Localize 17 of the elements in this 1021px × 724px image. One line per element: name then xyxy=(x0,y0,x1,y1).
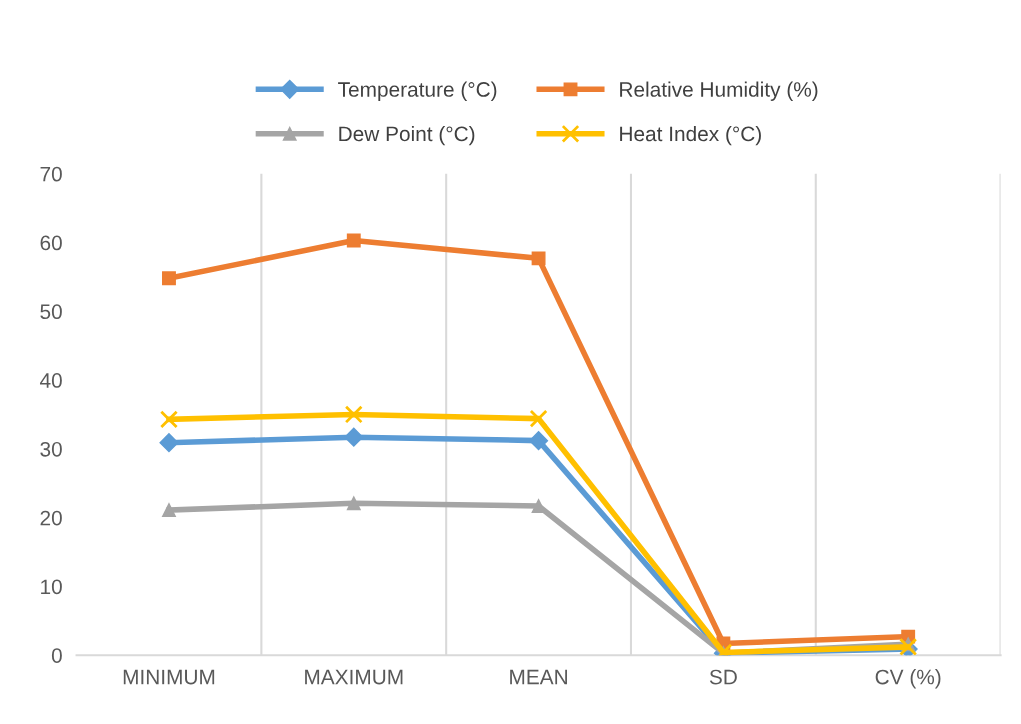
x-tick-label: CV (%) xyxy=(875,669,941,689)
y-tick-label: 40 xyxy=(39,373,62,388)
y-tick-label: 0 xyxy=(51,648,62,663)
x-tick-label: MAXIMUM xyxy=(305,669,403,685)
y-tick-label: 50 xyxy=(40,304,62,320)
x-tick-label: MEAN xyxy=(510,669,567,685)
legend-label: Heat Index (°C) xyxy=(620,125,761,146)
y-tick-label: 70 xyxy=(40,166,62,182)
x-tick-label: SD xyxy=(709,669,737,685)
y-tick-label: 30 xyxy=(40,441,62,457)
legend-label: Temperature (°C) xyxy=(338,81,497,101)
y-tick-label: 10 xyxy=(41,579,62,595)
legend-label: Relative Humidity (%) xyxy=(620,81,818,101)
legend-label: Dew Point (°C) xyxy=(339,125,475,146)
y-tick-label: 20 xyxy=(40,510,62,526)
x-tick-label: MINIMUM xyxy=(123,669,215,685)
y-tick-label: 60 xyxy=(40,235,62,251)
